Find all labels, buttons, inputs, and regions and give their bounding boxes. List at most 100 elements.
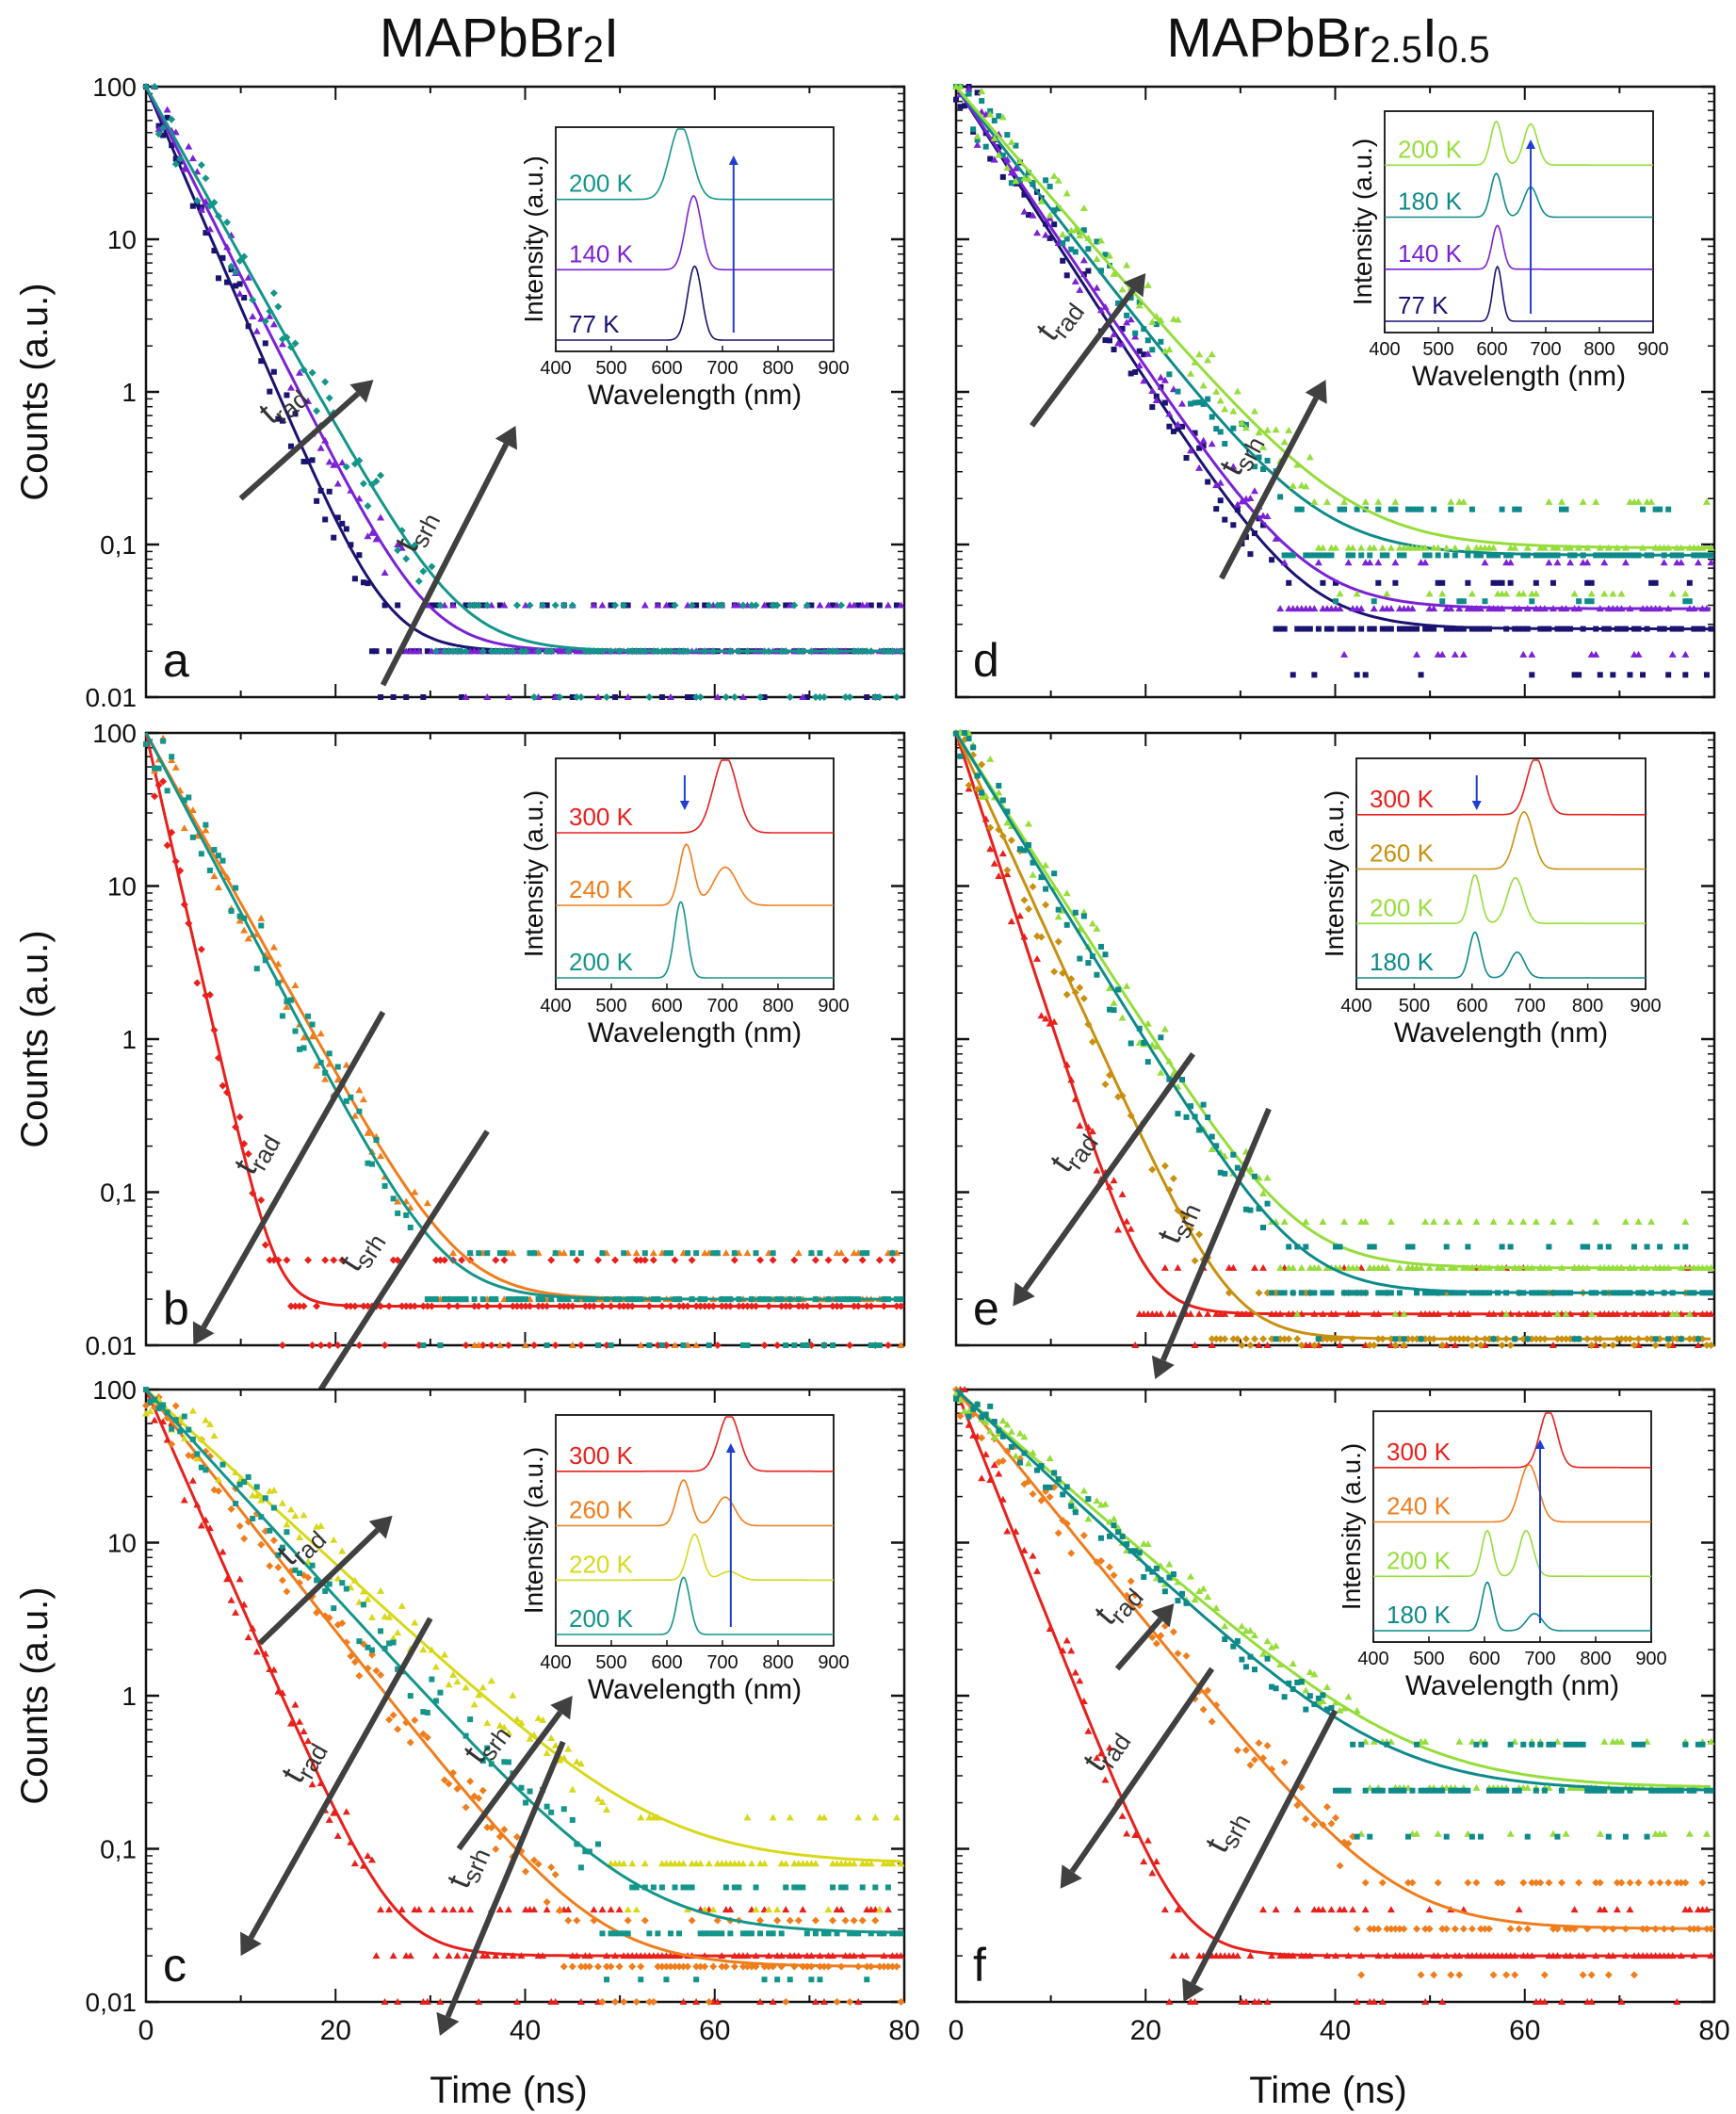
data-point (1297, 1783, 1306, 1792)
spectrum-label: 240 K (1387, 1492, 1452, 1520)
data-point (654, 601, 662, 609)
data-point (1204, 1309, 1212, 1317)
data-point (1553, 559, 1562, 566)
data-point (1596, 1829, 1604, 1837)
data-point (1370, 1925, 1378, 1933)
data-point (1281, 1290, 1288, 1296)
data-point (1230, 522, 1237, 528)
data-point (1489, 544, 1498, 551)
data-point (1366, 1925, 1374, 1933)
data-point (1072, 1509, 1079, 1516)
data-point (367, 1856, 376, 1863)
data-point (367, 1613, 376, 1620)
spectrum-label: 200 K (1398, 135, 1463, 163)
arrow-shaft (1160, 1107, 1272, 1361)
data-point (1277, 494, 1284, 500)
data-point (1503, 1787, 1510, 1794)
data-point (979, 98, 985, 105)
data-point (658, 1884, 665, 1891)
spectrum-label: 240 K (569, 875, 634, 903)
data-point (615, 1906, 624, 1913)
data-point (1242, 1664, 1249, 1670)
data-point (496, 602, 503, 609)
inset-x-tick-label: 500 (595, 358, 626, 379)
data-point (658, 1342, 665, 1348)
data-point (1149, 347, 1156, 353)
data-point (278, 340, 286, 348)
data-point (590, 601, 598, 609)
data-point (990, 155, 998, 163)
data-point (795, 1884, 802, 1891)
data-point (1486, 552, 1493, 559)
series-200k (952, 729, 1715, 1317)
data-point (608, 1930, 614, 1937)
data-point (168, 1440, 176, 1449)
inset-x-tick-label: 800 (1583, 339, 1614, 360)
data-point (696, 693, 705, 701)
data-point (593, 1795, 602, 1802)
data-point (287, 997, 294, 1003)
data-point (1144, 1540, 1152, 1548)
data-point (180, 1434, 188, 1441)
data-point (632, 1249, 641, 1257)
data-point (1072, 909, 1079, 916)
data-point (671, 601, 679, 610)
data-point (1148, 1165, 1157, 1174)
data-point (998, 850, 1007, 857)
data-point (1443, 1833, 1450, 1840)
data-point (1685, 1829, 1694, 1837)
data-point (339, 520, 346, 527)
data-point (782, 1998, 790, 2006)
data-point (1431, 1290, 1437, 1296)
data-point (203, 821, 209, 828)
data-point (193, 979, 202, 987)
data-point (1506, 1925, 1515, 1933)
data-point (350, 1658, 359, 1667)
data-point (675, 1962, 684, 1971)
data-point (1570, 590, 1579, 597)
data-point (372, 535, 381, 543)
data-point (1208, 350, 1216, 358)
data-point (1208, 1145, 1216, 1152)
data-point (292, 1028, 299, 1034)
data-point (769, 1813, 777, 1821)
data-point (360, 579, 366, 586)
data-point (573, 1758, 581, 1765)
data-point (1677, 559, 1685, 566)
data-point (284, 1529, 290, 1536)
data-point (1353, 1263, 1361, 1271)
data-point (189, 203, 196, 209)
data-point (986, 823, 995, 832)
data-point (1485, 1925, 1494, 1933)
data-point (423, 1733, 431, 1742)
data-point (453, 647, 462, 656)
data-point (1273, 626, 1279, 632)
data-point (1562, 1829, 1570, 1837)
data-point (1250, 487, 1258, 495)
inset-x-tick-label: 400 (540, 1652, 571, 1673)
data-point (233, 885, 239, 891)
data-point (453, 1952, 462, 1960)
data-point (837, 1906, 846, 1913)
data-point (283, 1587, 291, 1596)
data-point (411, 1188, 419, 1195)
data-point (1413, 650, 1421, 658)
data-point (348, 542, 354, 548)
data-point (420, 1342, 427, 1348)
data-point (462, 1803, 470, 1812)
data-point (855, 602, 862, 609)
data-point (1166, 1574, 1173, 1581)
data-point (1626, 1906, 1634, 1913)
data-point (1374, 1925, 1383, 1933)
data-point (1396, 1290, 1403, 1296)
data-point (1557, 497, 1566, 505)
data-point (211, 248, 218, 254)
data-point (1007, 138, 1015, 145)
data-point (688, 1916, 696, 1925)
spectrum-label: 260 K (1370, 839, 1435, 868)
data-point (871, 1916, 880, 1925)
data-point (1144, 1059, 1151, 1065)
data-point (1071, 226, 1079, 234)
data-point (449, 647, 458, 656)
data-point (1465, 1244, 1471, 1250)
